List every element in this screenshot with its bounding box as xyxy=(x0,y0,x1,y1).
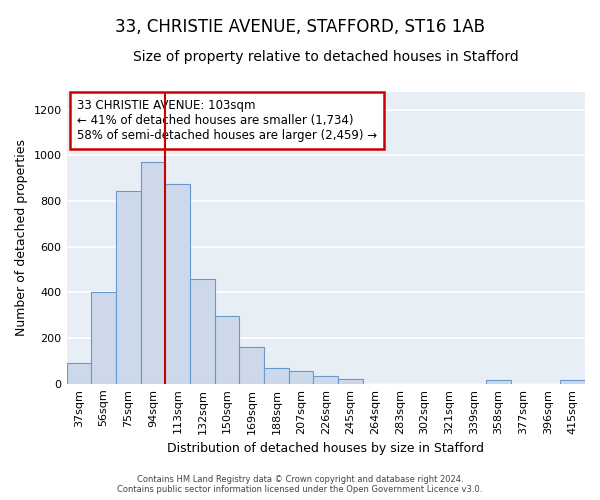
Bar xyxy=(67,364,91,384)
Bar xyxy=(91,292,116,384)
Bar xyxy=(165,184,190,384)
Text: 33 CHRISTIE AVENUE: 103sqm
← 41% of detached houses are smaller (1,734)
58% of s: 33 CHRISTIE AVENUE: 103sqm ← 41% of deta… xyxy=(77,99,377,142)
Text: 33, CHRISTIE AVENUE, STAFFORD, ST16 1AB: 33, CHRISTIE AVENUE, STAFFORD, ST16 1AB xyxy=(115,18,485,36)
Bar xyxy=(264,368,289,384)
Bar xyxy=(338,379,363,384)
Text: Contains HM Land Registry data © Crown copyright and database right 2024.
Contai: Contains HM Land Registry data © Crown c… xyxy=(118,474,482,494)
Bar xyxy=(560,380,585,384)
Bar xyxy=(313,376,338,384)
Bar xyxy=(486,380,511,384)
X-axis label: Distribution of detached houses by size in Stafford: Distribution of detached houses by size … xyxy=(167,442,484,455)
Bar xyxy=(140,162,165,384)
Y-axis label: Number of detached properties: Number of detached properties xyxy=(15,139,28,336)
Bar xyxy=(215,316,239,384)
Bar xyxy=(289,371,313,384)
Title: Size of property relative to detached houses in Stafford: Size of property relative to detached ho… xyxy=(133,50,518,64)
Bar xyxy=(190,279,215,384)
Bar xyxy=(116,191,140,384)
Bar xyxy=(239,348,264,384)
